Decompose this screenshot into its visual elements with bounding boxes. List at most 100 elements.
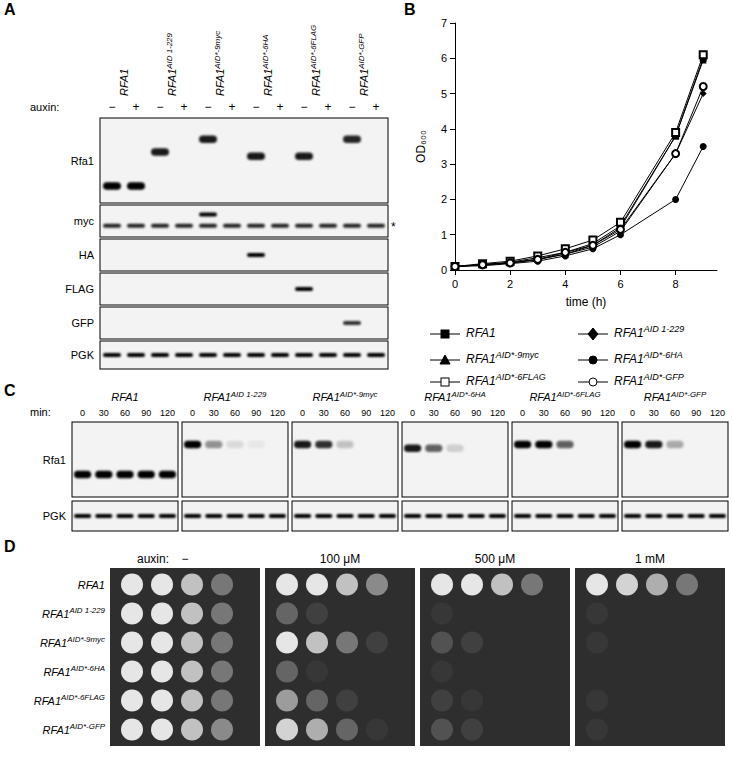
svg-text:3: 3	[441, 158, 447, 170]
svg-text:RFA1AID*-9myc: RFA1AID*-9myc	[312, 390, 377, 403]
svg-text:5: 5	[441, 88, 447, 100]
svg-text:60: 60	[450, 408, 460, 418]
svg-text:30: 30	[649, 408, 659, 418]
svg-text:0: 0	[630, 408, 635, 418]
svg-text:PGK: PGK	[43, 510, 67, 522]
svg-text:FLAG: FLAG	[65, 283, 94, 295]
svg-text:90: 90	[691, 408, 701, 418]
svg-text:−: −	[300, 100, 307, 114]
svg-text:RFA1AID*-6FLAG: RFA1AID*-6FLAG	[34, 693, 105, 706]
svg-text:RFA1AID*-6FLAG: RFA1AID*-6FLAG	[309, 25, 322, 96]
svg-text:120: 120	[710, 408, 725, 418]
svg-text:60: 60	[120, 408, 130, 418]
svg-text:RFA1AID*-GFP: RFA1AID*-GFP	[357, 33, 370, 96]
svg-text:90: 90	[471, 408, 481, 418]
svg-text:120: 120	[490, 408, 505, 418]
svg-text:30: 30	[99, 408, 109, 418]
svg-text:6: 6	[441, 52, 447, 64]
svg-text:6: 6	[617, 278, 623, 290]
svg-text:−: −	[156, 100, 163, 114]
svg-text:90: 90	[361, 408, 371, 418]
svg-text:2: 2	[507, 278, 513, 290]
svg-text:+: +	[228, 100, 235, 114]
svg-text:30: 30	[319, 408, 329, 418]
svg-text:120: 120	[270, 408, 285, 418]
svg-text:1 mM: 1 mM	[635, 552, 665, 566]
svg-text:RFA1AID 1-229: RFA1AID 1-229	[42, 606, 106, 619]
svg-text:60: 60	[230, 408, 240, 418]
svg-text:auxin:: auxin:	[30, 101, 59, 113]
svg-text:500 μM: 500 μM	[475, 552, 515, 566]
svg-text:−: −	[108, 100, 115, 114]
svg-text:1: 1	[441, 229, 447, 241]
svg-text:0: 0	[441, 264, 447, 276]
svg-text:time (h): time (h)	[566, 295, 607, 309]
svg-text:60: 60	[560, 408, 570, 418]
svg-text:RFA1: RFA1	[118, 69, 130, 96]
svg-text:RFA1AID*-6FLAG: RFA1AID*-6FLAG	[529, 390, 600, 403]
svg-text:RFA1AID*-GFP: RFA1AID*-GFP	[43, 722, 106, 735]
svg-text:+: +	[132, 100, 139, 114]
svg-text:60: 60	[340, 408, 350, 418]
svg-text:30: 30	[429, 408, 439, 418]
svg-text:D: D	[4, 538, 16, 555]
svg-text:8: 8	[673, 278, 679, 290]
svg-text:0: 0	[410, 408, 415, 418]
svg-text:120: 120	[600, 408, 615, 418]
svg-text:90: 90	[581, 408, 591, 418]
svg-text:RFA1AID*-6HA: RFA1AID*-6HA	[261, 34, 274, 96]
html-text:RFA1AID*-6FLAG: RFA1AID*-6FLAG	[466, 372, 546, 388]
svg-text:−: −	[348, 100, 355, 114]
svg-text:OD₆₀₀: OD₆₀₀	[414, 130, 428, 163]
svg-text:120: 120	[380, 408, 395, 418]
svg-text:A: A	[4, 1, 16, 18]
svg-text:RFA1AID*-GFP: RFA1AID*-GFP	[644, 390, 707, 403]
svg-text:RFA1AID*-9myc: RFA1AID*-9myc	[40, 635, 105, 648]
html-text:RFA1AID*-6HA: RFA1AID*-6HA	[614, 350, 683, 366]
svg-text:+: +	[324, 100, 331, 114]
svg-text:Rfa1: Rfa1	[43, 454, 66, 466]
svg-text:−: −	[252, 100, 259, 114]
svg-text:90: 90	[251, 408, 261, 418]
svg-text:RFA1: RFA1	[78, 579, 105, 591]
html-text:RFA1AID 1-229: RFA1AID 1-229	[614, 324, 685, 340]
svg-text:*: *	[391, 220, 396, 234]
svg-text:HA: HA	[79, 249, 95, 261]
svg-text:2: 2	[441, 193, 447, 205]
svg-text:+: +	[180, 100, 187, 114]
html-text:RFA1AID*-9myc: RFA1AID*-9myc	[466, 350, 539, 366]
svg-text:RFA1AID 1-229: RFA1AID 1-229	[204, 390, 268, 403]
svg-text:RFA1AID*-9myc: RFA1AID*-9myc	[213, 31, 226, 96]
svg-text:RFA1: RFA1	[111, 391, 138, 403]
svg-text:0: 0	[520, 408, 525, 418]
svg-text:0: 0	[190, 408, 195, 418]
svg-text:PGK: PGK	[71, 349, 95, 361]
svg-text:0: 0	[300, 408, 305, 418]
html-text:RFA1AID*-GFP: RFA1AID*-GFP	[614, 372, 684, 388]
svg-text:4: 4	[441, 123, 447, 135]
svg-text:90: 90	[141, 408, 151, 418]
svg-text:7: 7	[441, 17, 447, 29]
svg-text:4: 4	[562, 278, 568, 290]
svg-text:RFA1AID 1-229: RFA1AID 1-229	[165, 32, 178, 96]
svg-text:100 μM: 100 μM	[320, 552, 360, 566]
svg-text:auxin:: auxin:	[137, 552, 169, 566]
svg-text:30: 30	[209, 408, 219, 418]
svg-text:GFP: GFP	[71, 317, 94, 329]
svg-text:30: 30	[539, 408, 549, 418]
svg-text:0: 0	[452, 278, 458, 290]
svg-text:min:: min:	[30, 406, 51, 418]
svg-text:RFA1AID*-6HA: RFA1AID*-6HA	[424, 390, 486, 403]
svg-text:60: 60	[670, 408, 680, 418]
svg-text:120: 120	[160, 408, 175, 418]
svg-text:0: 0	[80, 408, 85, 418]
svg-text:Rfa1: Rfa1	[71, 155, 94, 167]
svg-text:B: B	[404, 1, 416, 18]
svg-text:+: +	[372, 100, 379, 114]
svg-text:+: +	[276, 100, 283, 114]
svg-text:−: −	[204, 100, 211, 114]
svg-text:−: −	[181, 552, 188, 566]
svg-text:C: C	[4, 382, 16, 399]
svg-text:myc: myc	[74, 215, 95, 227]
svg-text:RFA1AID*-6HA: RFA1AID*-6HA	[43, 664, 105, 677]
